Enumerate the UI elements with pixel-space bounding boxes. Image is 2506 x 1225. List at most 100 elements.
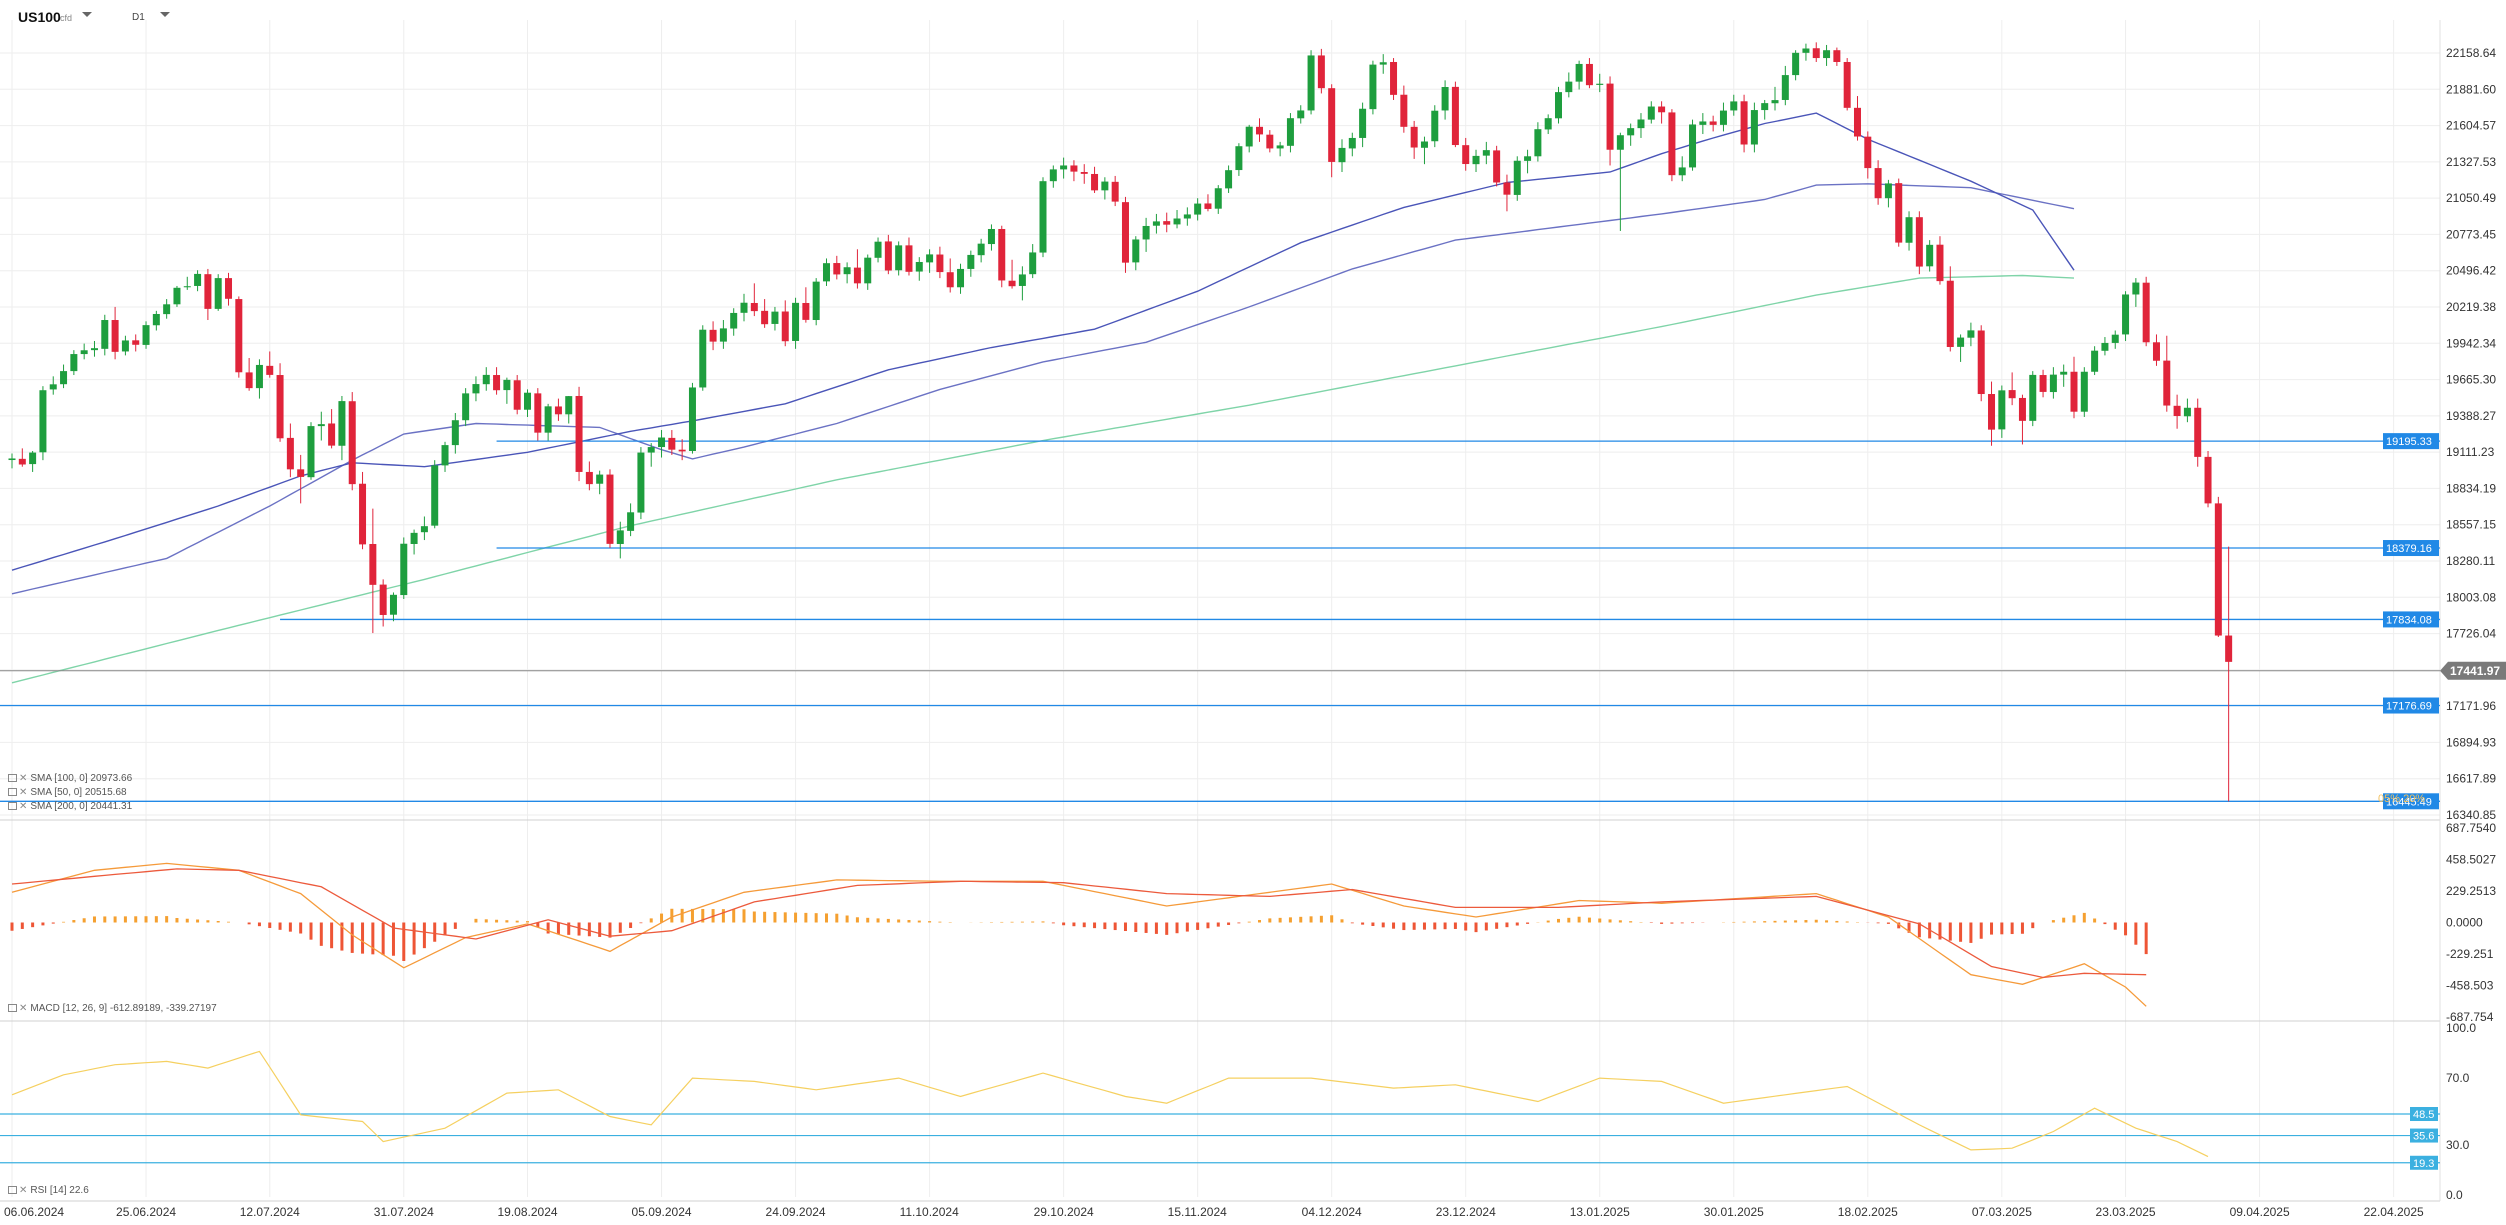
legend-macd[interactable]: ✕ MACD [12, 26, 9] -612.89189, -339.27197	[8, 1003, 217, 1014]
candle-up	[1967, 330, 1975, 338]
price-tick-label: 21604.57	[2446, 119, 2496, 133]
candle-up	[957, 268, 965, 288]
candle-down	[2173, 405, 2181, 417]
macd-signal-line	[11, 868, 2147, 979]
candle-up	[1719, 110, 1727, 125]
candle-up	[2091, 350, 2099, 372]
legend-sma-50[interactable]: ✕ SMA [50, 0] 20515.68	[8, 787, 127, 798]
candle-up	[8, 458, 16, 461]
candle-up	[1049, 169, 1057, 182]
legend-remove-icon[interactable]: ✕	[19, 773, 28, 784]
candle-up	[1637, 119, 1645, 129]
candle-up	[1771, 100, 1779, 104]
candle-up	[1823, 50, 1831, 59]
candle-up	[1225, 170, 1233, 189]
candle-up	[80, 350, 88, 355]
candle-up	[400, 543, 408, 596]
candle-down	[678, 449, 686, 452]
legend-sma-100[interactable]: ✕ SMA [100, 0] 20973.66	[8, 773, 132, 784]
candle-up	[1307, 55, 1315, 111]
x-tick-label: 22.04.2025	[2364, 1205, 2424, 1219]
legend-remove-icon[interactable]: ✕	[19, 801, 28, 812]
rsi-tick-label: 70.0	[2446, 1071, 2470, 1085]
rsi-level-label: 19.3	[2413, 1158, 2434, 1170]
candle-down	[328, 423, 336, 446]
candle-down	[493, 375, 501, 391]
candle-up	[822, 263, 830, 282]
legend-settings-icon[interactable]	[8, 1004, 17, 1013]
legend-remove-icon[interactable]: ✕	[19, 787, 28, 798]
level-label: 17176.69	[2386, 701, 2432, 713]
price-tick-label: 18280.11	[2446, 554, 2495, 568]
candle-up	[121, 340, 129, 352]
symbol-dropdown-icon[interactable]	[82, 12, 92, 17]
legend-sma-200-label: SMA [200, 0] 20441.31	[30, 801, 133, 812]
x-tick-label: 13.01.2025	[1570, 1205, 1630, 1219]
candle-down	[1946, 280, 1954, 347]
candle-down	[554, 406, 562, 415]
candle-up	[1194, 203, 1202, 215]
candle-up	[1132, 239, 1140, 263]
candle-up	[1689, 124, 1697, 168]
x-tick-label: 23.03.2025	[2096, 1205, 2156, 1219]
candle-down	[235, 299, 243, 373]
candle-up	[49, 384, 57, 390]
legend-settings-icon[interactable]	[8, 1186, 17, 1195]
x-tick-label: 09.04.2025	[2230, 1205, 2290, 1219]
chart-toolbar: US100 cfd D1	[0, 0, 600, 34]
candle-up	[1379, 62, 1387, 65]
candle-down	[225, 278, 233, 299]
price-tick-label: 20219.38	[2446, 300, 2496, 314]
candle-down	[585, 471, 593, 485]
candle-up	[70, 354, 78, 372]
price-tick-label: 20496.42	[2446, 264, 2496, 278]
price-tick-label: 16894.93	[2446, 735, 2496, 749]
legend-settings-icon[interactable]	[8, 802, 17, 811]
candle-up	[1678, 167, 1686, 176]
legend-settings-icon[interactable]	[8, 774, 17, 783]
candle-up	[1730, 101, 1738, 111]
legend-remove-icon[interactable]: ✕	[19, 1003, 28, 1014]
candle-up	[307, 426, 315, 478]
legend-remove-icon[interactable]: ✕	[19, 1185, 28, 1196]
candle-down	[1256, 126, 1264, 135]
symbol-selector[interactable]: US100	[18, 9, 61, 25]
price-tick-label: 21881.60	[2446, 82, 2496, 96]
candle-down	[1462, 145, 1470, 165]
candle-up	[1018, 274, 1026, 286]
candle-up	[1369, 64, 1377, 110]
rsi-tick-label: 100.0	[2446, 1021, 2476, 1035]
candle-up	[2060, 371, 2068, 375]
legend-rsi[interactable]: ✕ RSI [14] 22.6	[8, 1185, 89, 1196]
candle-up	[2101, 342, 2109, 351]
x-tick-label: 18.02.2025	[1838, 1205, 1898, 1219]
timeframe-dropdown-icon[interactable]	[160, 12, 170, 17]
last-price-label: 17441.97	[2450, 664, 2500, 678]
sma-line-2	[11, 274, 2075, 684]
candle-up	[1905, 217, 1913, 243]
macd-tick-label: -458.503	[2446, 979, 2494, 993]
candle-down	[2204, 456, 2212, 504]
candle-up	[967, 254, 975, 269]
level-label: 16445.49	[2386, 796, 2432, 808]
candle-down	[1111, 181, 1119, 202]
candle-down	[1853, 107, 1861, 137]
candle-up	[1534, 129, 1542, 157]
candle-down	[1895, 183, 1903, 243]
timeframe-selector[interactable]: D1	[132, 12, 145, 23]
candle-down	[884, 241, 892, 271]
candle-up	[2080, 371, 2088, 412]
price-tick-label: 18834.19	[2446, 481, 2496, 495]
candle-down	[1328, 88, 1336, 162]
macd-tick-label: -687.754	[2446, 1010, 2494, 1024]
rsi-tick-label: 30.0	[2446, 1138, 2470, 1152]
candle-up	[987, 228, 995, 245]
candle-up	[565, 396, 573, 415]
candle-down	[1864, 136, 1872, 169]
candle-down	[946, 272, 954, 288]
legend-sma-200[interactable]: ✕ SMA [200, 0] 20441.31	[8, 801, 132, 812]
legend-settings-icon[interactable]	[8, 788, 17, 797]
candle-down	[2152, 342, 2160, 361]
candle-up	[194, 273, 202, 286]
